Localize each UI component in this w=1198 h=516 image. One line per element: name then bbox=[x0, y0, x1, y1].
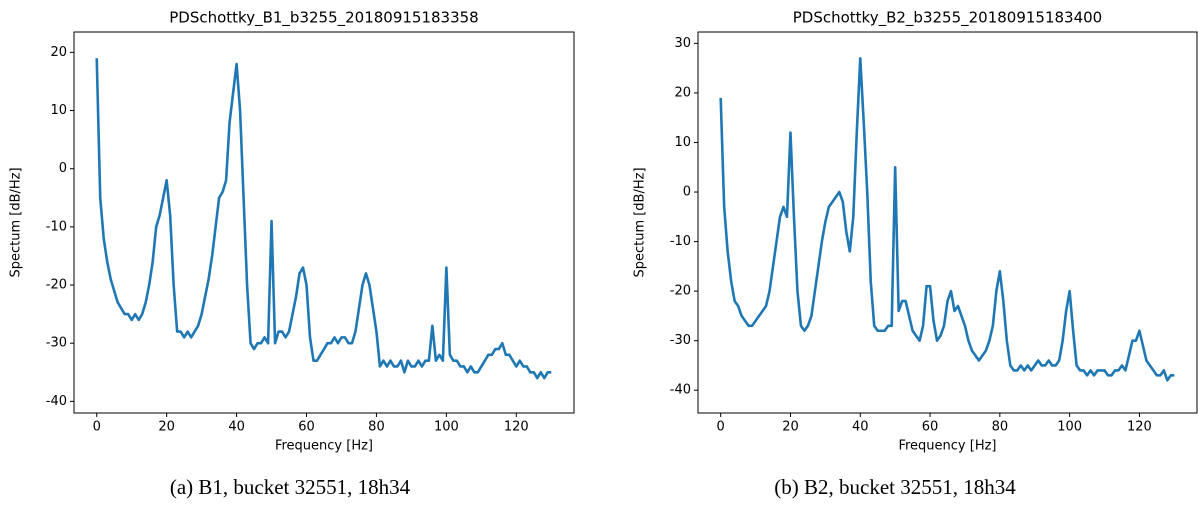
x-tick-label: 80 bbox=[992, 420, 1009, 435]
y-tick-label: -40 bbox=[46, 394, 67, 409]
y-tick-label: -20 bbox=[46, 278, 67, 293]
axes-frame bbox=[697, 31, 1198, 414]
y-tick-label: -30 bbox=[670, 333, 691, 348]
spectrum-line bbox=[719, 56, 1175, 382]
y-tick-label: 10 bbox=[50, 103, 67, 118]
y-tick-label: 10 bbox=[674, 135, 691, 150]
spectrum-line bbox=[95, 58, 552, 380]
y-tick-label: 0 bbox=[59, 161, 67, 176]
x-tick-label: 40 bbox=[228, 420, 245, 435]
x-axis-label: Frequency [Hz] bbox=[275, 439, 373, 454]
x-tick-label: 120 bbox=[504, 420, 529, 435]
chart-title: PDSchottky_B1_b3255_20180915183358 bbox=[169, 9, 478, 28]
x-tick-label: 60 bbox=[922, 420, 939, 435]
x-tick-label: 0 bbox=[717, 420, 725, 435]
chart-title: PDSchottky_B2_b3255_20180915183400 bbox=[793, 9, 1102, 28]
x-tick-label: 20 bbox=[782, 420, 799, 435]
figure-caption: (a) B1, bucket 32551, 18h34 bbox=[170, 475, 411, 499]
x-tick-label: 100 bbox=[1057, 420, 1082, 435]
y-tick-label: -40 bbox=[670, 383, 691, 398]
y-axis-label: Spectum [dB/Hz] bbox=[9, 167, 24, 277]
y-tick-label: -30 bbox=[46, 336, 67, 351]
y-tick-label: 20 bbox=[50, 45, 67, 60]
x-tick-label: 100 bbox=[434, 420, 459, 435]
y-tick-label: -10 bbox=[670, 234, 691, 249]
axes-frame bbox=[73, 31, 575, 414]
y-tick-label: -20 bbox=[670, 284, 691, 299]
x-axis-label: Frequency [Hz] bbox=[898, 439, 996, 454]
y-axis-label: Spectum [dB/Hz] bbox=[633, 167, 648, 277]
y-tick-label: -10 bbox=[46, 219, 67, 234]
x-tick-label: 120 bbox=[1127, 420, 1152, 435]
y-tick-label: 20 bbox=[674, 85, 691, 100]
y-tick-label: 30 bbox=[674, 36, 691, 51]
x-tick-label: 0 bbox=[93, 420, 101, 435]
chart-panel: PDSchottky_B1_b3255_20180915183358 0 20 40 6… bbox=[9, 9, 575, 499]
chart-panel: PDSchottky_B2_b3255_20180915183400 0 20 40 6… bbox=[633, 9, 1198, 499]
x-tick-label: 40 bbox=[852, 420, 869, 435]
x-tick-label: 80 bbox=[368, 420, 385, 435]
figure-caption: (b) B2, bucket 32551, 18h34 bbox=[774, 475, 1016, 499]
y-tick-label: 0 bbox=[683, 185, 691, 200]
x-tick-label: 60 bbox=[298, 420, 315, 435]
x-tick-label: 20 bbox=[158, 420, 175, 435]
